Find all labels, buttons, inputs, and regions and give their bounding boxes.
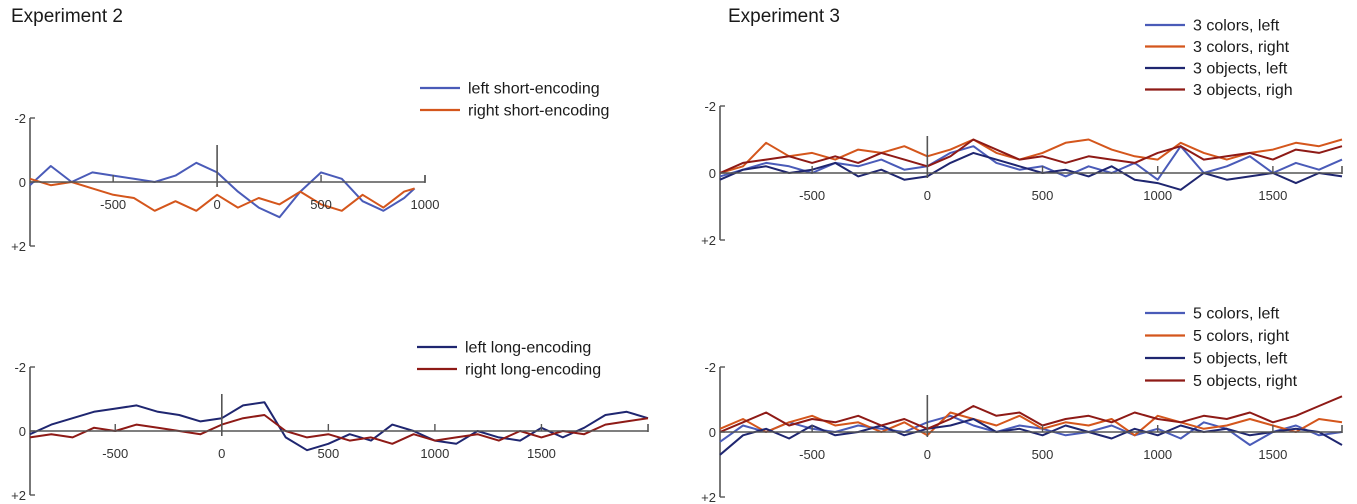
y-tick-label: +2	[701, 490, 716, 504]
series-line-1	[29, 401, 649, 452]
y-tick-label: 0	[709, 425, 716, 440]
panel-exp2-long: -2 0 +2 -500 0 500 1000 1500 left long-encoding r…	[11, 340, 649, 503]
y-tick-label: 0	[709, 166, 716, 181]
legend-label-1: left long-encoding	[465, 340, 591, 357]
legend-label-3: 3 objects, left	[1193, 61, 1288, 78]
x-tick-label: -500	[102, 446, 128, 461]
series-line-4	[719, 395, 1343, 433]
x-tick-label: 500	[310, 197, 332, 212]
experiment-2-title: Experiment 2	[11, 6, 123, 27]
series-line-1	[719, 145, 1343, 181]
legend-label-4: 5 objects, right	[1193, 373, 1298, 390]
x-tick-label: 1500	[1258, 447, 1287, 462]
series-line-2	[719, 138, 1343, 174]
x-tick-label: 500	[1032, 188, 1054, 203]
y-tick-label: +2	[701, 233, 716, 248]
panel-exp3-three: -2 0 +2 -500 0 500 1000 1500 3 colors, left 3 col…	[701, 18, 1343, 248]
legend-label-2: right long-encoding	[465, 362, 601, 379]
legend-label-2: 3 colors, right	[1193, 39, 1290, 56]
legend-label-3: 5 objects, left	[1193, 351, 1288, 368]
legend-label-1: left short-encoding	[468, 81, 600, 98]
panel-exp3-five: -2 0 +2 -500 0 500 1000 1500 5 colors, left 5 col…	[701, 306, 1343, 504]
panel-exp2-short: -2 0 +2 -500 0 500 1000 left short-encoding righ…	[11, 81, 609, 255]
legend-label-1: 5 colors, left	[1193, 306, 1280, 323]
x-tick-label: 1000	[420, 446, 449, 461]
y-tick-label: -2	[704, 99, 716, 114]
y-tick-label: -2	[14, 111, 26, 126]
legend-label-4: 3 objects, righ	[1193, 82, 1293, 99]
experiment-3-title: Experiment 3	[728, 6, 840, 27]
y-tick-label: 0	[19, 424, 26, 439]
x-tick-label: 500	[317, 446, 339, 461]
series-line-3	[719, 151, 1343, 191]
y-tick-label: +2	[11, 239, 26, 254]
legend-label-2: right short-encoding	[468, 103, 609, 120]
series-line-2	[29, 177, 415, 212]
series-line-4	[719, 138, 1343, 174]
x-tick-label: 0	[924, 188, 931, 203]
y-tick-label: -2	[14, 360, 26, 375]
x-tick-label: 0	[213, 197, 220, 212]
x-tick-label: -500	[100, 197, 126, 212]
legend-label-1: 3 colors, left	[1193, 18, 1280, 35]
x-tick-label: -500	[799, 447, 825, 462]
series-line-2	[29, 414, 649, 445]
x-tick-label: 1500	[1258, 188, 1287, 203]
y-tick-label: +2	[11, 488, 26, 503]
x-tick-label: 0	[924, 447, 931, 462]
series-line-1	[29, 161, 416, 219]
x-tick-label: -500	[799, 188, 825, 203]
x-tick-label: 1000	[411, 197, 440, 212]
x-tick-label: 1500	[527, 446, 556, 461]
x-tick-label: 0	[218, 446, 225, 461]
x-tick-label: 500	[1032, 447, 1054, 462]
y-tick-label: -2	[704, 360, 716, 375]
y-tick-label: 0	[19, 175, 26, 190]
legend-label-2: 5 colors, right	[1193, 328, 1290, 345]
x-tick-label: 1000	[1143, 188, 1172, 203]
x-tick-label: 1000	[1143, 447, 1172, 462]
